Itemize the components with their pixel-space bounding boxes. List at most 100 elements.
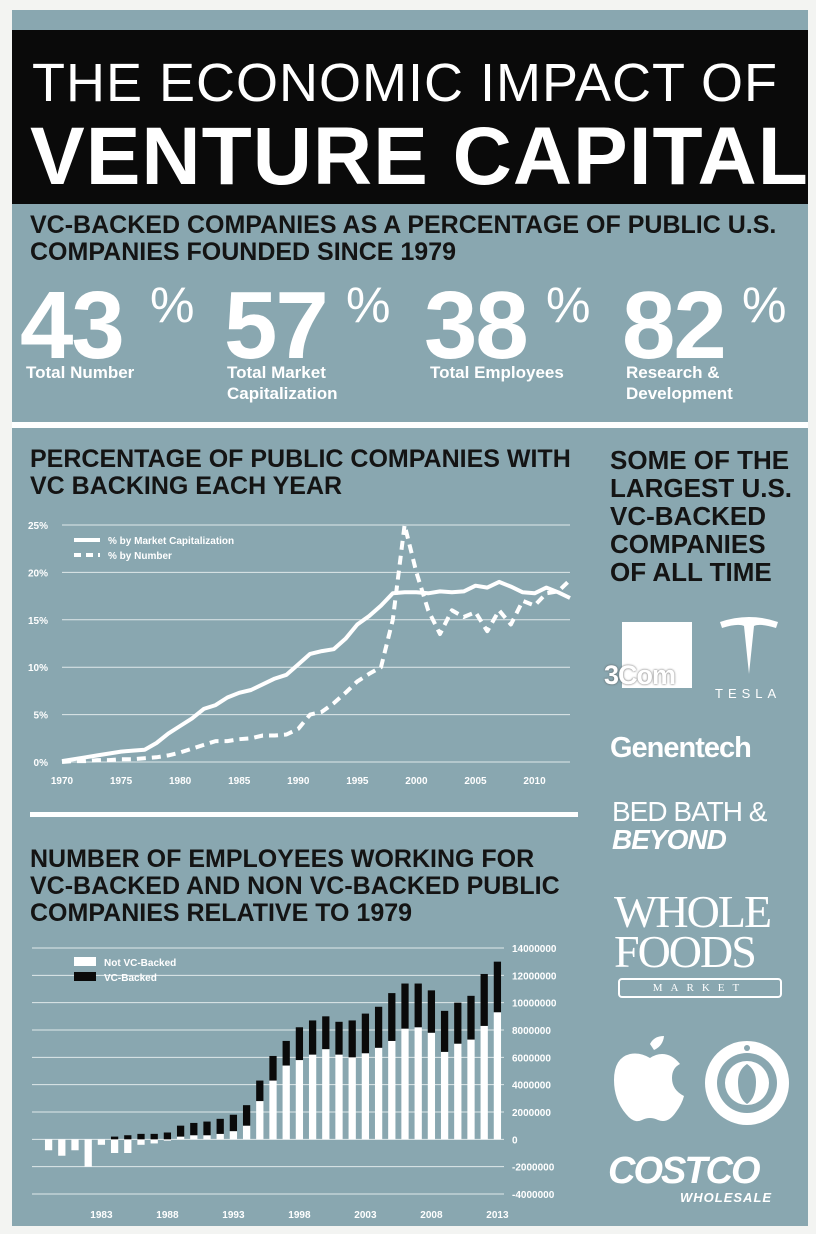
- companies-heading-line: SOME OF THE: [610, 445, 790, 475]
- bar-vc-backed: [467, 995, 475, 1040]
- bar-not-vc-backed: [414, 1027, 422, 1140]
- bar-not-vc-backed: [467, 1039, 475, 1140]
- x-tick-label: 1988: [156, 1210, 179, 1221]
- stats-heading-line: VC-BACKED COMPANIES AS A PERCENTAGE OF P…: [30, 211, 777, 239]
- whole-foods-logo-line: WHOLE: [614, 886, 772, 937]
- stat-unit: %: [742, 277, 787, 333]
- legend-swatch: [74, 972, 96, 981]
- line-chart-heading-line: VC BACKING EACH YEAR: [30, 472, 343, 500]
- bar-not-vc-backed: [150, 1139, 158, 1144]
- x-tick-label: 2003: [354, 1210, 377, 1221]
- x-tick-label: 1983: [90, 1210, 113, 1221]
- bar-vc-backed: [163, 1132, 172, 1140]
- legend-label: % by Market Capitalization: [108, 536, 234, 547]
- 3com-logo: [622, 622, 692, 688]
- bar-vc-backed: [203, 1121, 211, 1136]
- stat-unit: %: [346, 277, 391, 333]
- bar-vc-backed: [282, 1040, 290, 1066]
- bar-not-vc-backed: [110, 1139, 119, 1153]
- whole-foods-logo-line: FOODS: [614, 926, 757, 977]
- bar-vc-backed: [216, 1118, 224, 1134]
- bar-not-vc-backed: [427, 1032, 436, 1140]
- stat-label-line: Research &: [626, 363, 720, 382]
- bar-vc-backed: [137, 1133, 145, 1140]
- bar-vc-backed: [335, 1021, 343, 1055]
- companies-heading-line: COMPANIES: [610, 529, 766, 559]
- bar-not-vc-backed: [203, 1135, 211, 1140]
- stat-label-line: Total Number: [26, 363, 135, 382]
- bar-vc-backed: [374, 1006, 383, 1048]
- bar-vc-backed: [440, 1010, 449, 1052]
- bar-vc-backed: [110, 1136, 119, 1140]
- bar-not-vc-backed: [348, 1057, 356, 1140]
- stat-label-total-number: Total Number: [26, 362, 134, 383]
- section-divider: [30, 812, 578, 817]
- bar-not-vc-backed: [256, 1101, 264, 1140]
- companies-heading-line: VC-BACKED: [610, 501, 766, 531]
- x-tick-label: 2010: [523, 776, 546, 787]
- x-tick-label: 1998: [288, 1210, 311, 1221]
- infographic-panel: THE ECONOMIC IMPACT OF VENTURE CAPITAL V…: [12, 10, 808, 1226]
- stat-label-line: Development: [626, 384, 733, 403]
- stat-unit: %: [546, 277, 591, 333]
- 3com-logo-text: 3Com: [604, 660, 676, 690]
- y-tick-label: 0%: [34, 758, 49, 769]
- bar-not-vc-backed: [44, 1139, 53, 1151]
- y-tick-label: 0: [512, 1135, 518, 1146]
- bar-not-vc-backed: [137, 1139, 145, 1145]
- x-tick-label: 1970: [51, 776, 74, 787]
- whole-foods-market-label: MARKET: [618, 978, 782, 998]
- x-tick-label: 1993: [222, 1210, 245, 1221]
- bar-vc-backed: [308, 1020, 317, 1055]
- legend-label: Not VC-Backed: [104, 958, 176, 969]
- title-line-2: VENTURE CAPITAL: [30, 111, 808, 202]
- section-divider: [12, 422, 808, 428]
- y-tick-label: 15%: [28, 616, 48, 627]
- bar-vc-backed: [322, 1016, 330, 1050]
- stat-label-rd: Research & Development: [626, 362, 733, 404]
- bar-not-vc-backed: [242, 1125, 251, 1140]
- bar-not-vc-backed: [401, 1028, 409, 1140]
- stats-heading-line: COMPANIES FOUNDED SINCE 1979: [30, 238, 457, 266]
- bar-not-vc-backed: [163, 1139, 172, 1141]
- title-line-1: THE ECONOMIC IMPACT OF: [32, 53, 779, 113]
- stat-unit: %: [150, 277, 195, 333]
- bar-not-vc-backed: [229, 1131, 238, 1140]
- bar-vc-backed: [176, 1125, 185, 1137]
- bar-vc-backed: [427, 990, 436, 1033]
- bar-not-vc-backed: [361, 1053, 370, 1140]
- x-tick-label: 2013: [486, 1210, 509, 1221]
- bar-not-vc-backed: [480, 1025, 488, 1140]
- y-tick-label: 6000000: [512, 1053, 551, 1064]
- bar-not-vc-backed: [282, 1065, 290, 1140]
- whole-foods-logo: WHOLE FOODS: [614, 886, 772, 977]
- bed-bath-beyond-logo-line-1: BED BATH &: [612, 796, 767, 827]
- legend-swatch: [74, 957, 96, 966]
- bar-chart-heading-line: NUMBER OF EMPLOYEES WORKING FOR: [30, 845, 535, 873]
- stat-label-employees: Total Employees: [430, 362, 564, 383]
- genentech-logo: Genentech: [610, 732, 752, 764]
- companies-heading-line: OF ALL TIME: [610, 557, 772, 587]
- bar-vc-backed: [401, 983, 409, 1029]
- bar-not-vc-backed: [84, 1139, 92, 1167]
- stats-heading: VC-BACKED COMPANIES AS A PERCENTAGE OF P…: [30, 212, 776, 266]
- stat-label-line: Total Market: [227, 363, 326, 382]
- bar-vc-backed: [480, 973, 488, 1026]
- x-tick-label: 1995: [346, 776, 369, 787]
- y-tick-label: 10000000: [512, 999, 557, 1010]
- bar-vc-backed: [388, 993, 396, 1041]
- stat-label-line: Capitalization: [227, 384, 338, 403]
- y-tick-label: 12000000: [512, 971, 557, 982]
- stat-value-rd: 82: [622, 272, 727, 379]
- companies-heading-line: LARGEST U.S.: [610, 473, 793, 503]
- bar-not-vc-backed: [71, 1139, 79, 1151]
- y-tick-label: 5%: [34, 711, 49, 722]
- y-tick-label: 25%: [28, 521, 48, 532]
- stat-label-line: Total Employees: [430, 363, 564, 382]
- x-tick-label: 1985: [228, 776, 251, 787]
- apple-icon: [614, 1036, 684, 1122]
- bar-chart: -4000000 -2000000 0 2000000 4000000 6000000 80…: [32, 944, 557, 1221]
- bar-not-vc-backed: [216, 1133, 224, 1140]
- x-tick-label: 2008: [420, 1210, 443, 1221]
